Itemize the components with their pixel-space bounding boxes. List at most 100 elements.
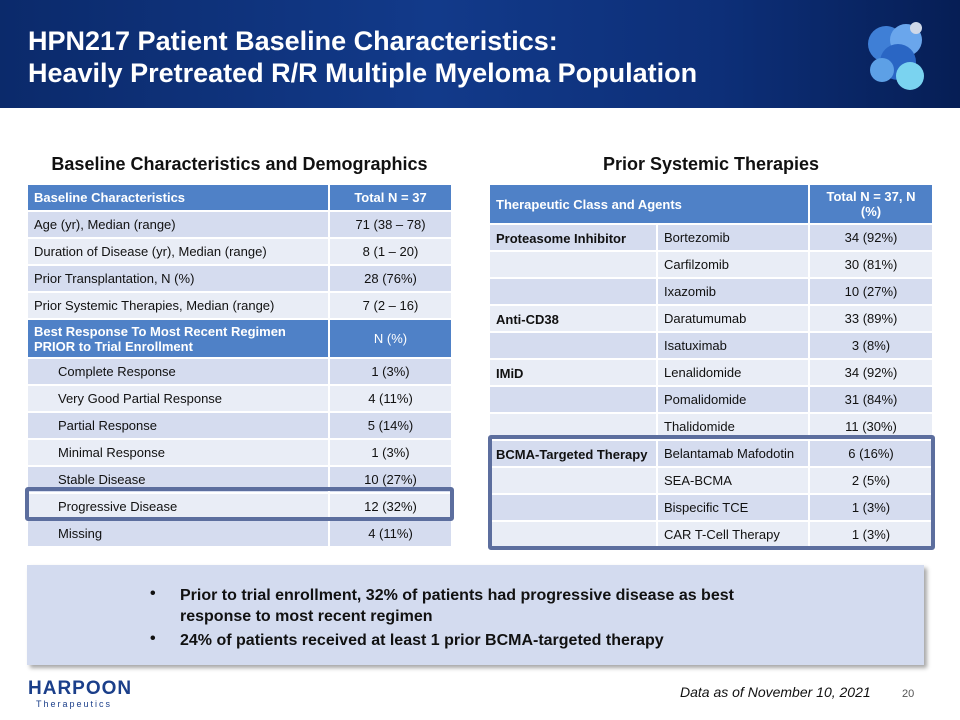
cell-text: Lenalidomide xyxy=(664,365,742,380)
table-cell: Total N = 37 xyxy=(330,185,453,212)
table-cell: Total N = 37, N (%) xyxy=(810,185,934,225)
cell-text: 28 (76%) xyxy=(364,271,417,286)
cell-text: Progressive Disease xyxy=(58,499,178,514)
cell-text: 4 (11%) xyxy=(368,526,413,541)
section-heading: Prior Systemic Therapies xyxy=(602,154,820,174)
bullet-text: 24% of patients received at least 1 prio… xyxy=(180,632,664,649)
footnote: Data as of November 10, 2021 xyxy=(680,684,871,700)
cell-text: Isatuximab xyxy=(664,338,727,353)
table-cell: Isatuximab xyxy=(658,333,810,360)
cell-text: Duration of Disease (yr), Median (range) xyxy=(34,244,267,259)
cell-text: 1 (3%) xyxy=(851,527,891,542)
cell-text: Belantamab Mafodotin xyxy=(664,446,795,461)
table-cell: 33 (89%) xyxy=(810,306,934,333)
table-cell xyxy=(490,333,658,360)
cell-text: 33 (89%) xyxy=(844,311,898,326)
table-cell: Age (yr), Median (range) xyxy=(28,212,330,239)
table-cell: Belantamab Mafodotin xyxy=(658,441,810,468)
table-cell: Daratumumab xyxy=(658,306,810,333)
table-cell: 4 (11%) xyxy=(330,386,453,413)
table-cell: 3 (8%) xyxy=(810,333,934,360)
table-cell: Proteasome Inhibitor xyxy=(490,225,658,252)
table-cell: BCMA-Targeted Therapy xyxy=(490,441,658,468)
cell-text: IMiD xyxy=(496,366,524,381)
table-cell xyxy=(490,495,658,522)
cell-text: Thalidomide xyxy=(664,419,735,434)
table-cell: 34 (92%) xyxy=(810,360,934,387)
cell-text: Anti-CD38 xyxy=(496,312,559,327)
table-cell: 10 (27%) xyxy=(810,279,934,306)
table-cell: CAR T-Cell Therapy xyxy=(658,522,810,549)
page-number: 20 xyxy=(902,688,915,700)
cell-text: 10 (27%) xyxy=(364,472,417,487)
table-cell: 28 (76%) xyxy=(330,266,453,293)
table-cell: Pomalidomide xyxy=(658,387,810,414)
title: Heavily Pretreated R/R Multiple Myeloma … xyxy=(28,58,698,88)
table-cell: Therapeutic Class and Agents xyxy=(490,185,810,225)
cell-text: Total N = 37 xyxy=(354,190,427,205)
cell-text: SEA-BCMA xyxy=(664,473,732,488)
cell-text: 2 (5%) xyxy=(851,473,891,488)
table-cell: 1 (3%) xyxy=(330,440,453,467)
cell-text: BCMA-Targeted Therapy xyxy=(496,447,648,462)
table-cell: 8 (1 – 20) xyxy=(330,239,453,266)
cell-text: 71 (38 – 78) xyxy=(355,217,426,232)
cell-text: Age (yr), Median (range) xyxy=(34,217,176,232)
table-cell: SEA-BCMA xyxy=(658,468,810,495)
cell-text: Bispecific TCE xyxy=(664,500,749,515)
table-cell: 30 (81%) xyxy=(810,252,934,279)
table-cell: Best Response To Most Recent Regimen PRI… xyxy=(28,320,330,359)
table-cell: 6 (16%) xyxy=(810,441,934,468)
table-cell: Anti-CD38 xyxy=(490,306,658,333)
cell-text: Partial Response xyxy=(58,418,157,433)
bullet: • Prior to trial enrollment, 32% of patie… xyxy=(150,585,770,627)
cell-text: 1 (3%) xyxy=(371,445,410,460)
cell-text: 34 (92%) xyxy=(844,365,898,380)
cell-text: 1 (3%) xyxy=(851,500,891,515)
section-heading: Baseline Characteristics and Demographic… xyxy=(51,154,428,174)
cell-text: 11 (30%) xyxy=(845,419,897,434)
cell-text: 34 (92%) xyxy=(844,230,898,245)
cell-text: CAR T-Cell Therapy xyxy=(664,527,780,542)
table-cell xyxy=(490,279,658,306)
table-cell: 5 (14%) xyxy=(330,413,453,440)
table-cell: Bortezomib xyxy=(658,225,810,252)
table-cell: Bispecific TCE xyxy=(658,495,810,522)
table-cell xyxy=(490,468,658,495)
cell-text: Therapeutic Class and Agents xyxy=(496,196,682,212)
title: HPN217 Patient Baseline Characteristics: xyxy=(28,26,558,56)
cell-text: Prior Systemic Therapies, Median (range) xyxy=(34,298,275,313)
cell-text: 31 (84%) xyxy=(844,392,898,407)
table-cell: Prior Transplantation, N (%) xyxy=(28,266,330,293)
logo-sub: Therapeutics xyxy=(36,699,113,709)
molecule-icon xyxy=(868,22,924,90)
table-cell: 2 (5%) xyxy=(810,468,934,495)
cell-text: 8 (1 – 20) xyxy=(362,244,419,259)
cell-text: Complete Response xyxy=(58,364,176,379)
table-cell: 71 (38 – 78) xyxy=(330,212,453,239)
cell-text: Minimal Response xyxy=(58,445,165,460)
logo-name: HARPOON xyxy=(28,678,133,699)
cell-text: N (%) xyxy=(373,331,408,346)
cell-text: 30 (81%) xyxy=(844,257,898,272)
cell-text: 6 (16%) xyxy=(848,446,894,461)
table-cell xyxy=(490,387,658,414)
cell-text: Total N = 37, N (%) xyxy=(826,189,916,219)
table-cell: 7 (2 – 16) xyxy=(330,293,453,320)
highlight-box xyxy=(488,435,935,550)
table-cell: 4 (11%) xyxy=(330,521,453,548)
table-cell: Partial Response xyxy=(28,413,330,440)
title-banner xyxy=(0,0,960,108)
table-cell: Minimal Response xyxy=(28,440,330,467)
cell-text: Carfilzomib xyxy=(664,257,730,272)
table-cell: Prior Systemic Therapies, Median (range) xyxy=(28,293,330,320)
table-cell: Lenalidomide xyxy=(658,360,810,387)
cell-text: Prior Transplantation, N (%) xyxy=(34,271,195,286)
cell-text: Very Good Partial Response xyxy=(58,391,223,406)
table-cell: Ixazomib xyxy=(658,279,810,306)
callout xyxy=(27,565,924,665)
bullet: • 24% of patients received at least 1 pri… xyxy=(150,630,770,651)
table-cell: N (%) xyxy=(330,320,453,359)
highlight-box xyxy=(25,487,454,521)
